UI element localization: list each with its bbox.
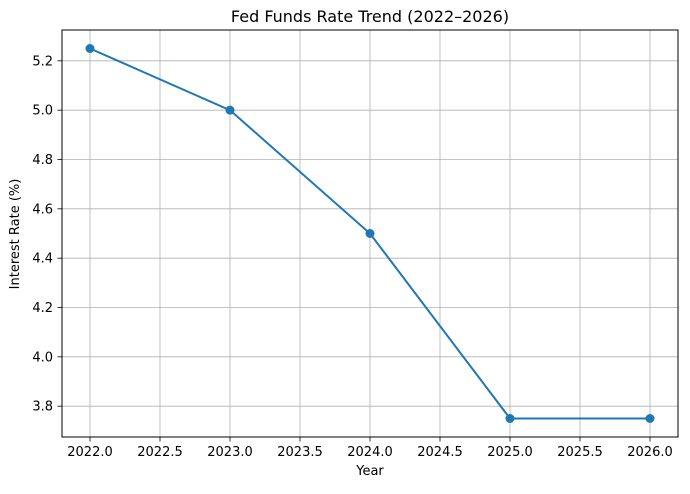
x-tick-label: 2024.0: [347, 445, 393, 460]
x-tick-label: 2023.0: [207, 445, 253, 460]
data-point-marker: [365, 229, 375, 238]
y-tick-label: 4.0: [32, 350, 53, 365]
y-tick-label: 4.6: [32, 202, 53, 217]
data-point-marker: [225, 105, 235, 115]
y-tick-label: 3.8: [32, 400, 53, 415]
x-tick-label: 2024.5: [417, 445, 463, 460]
x-tick-label: 2022.5: [137, 445, 183, 460]
y-tick-label: 4.8: [32, 153, 53, 168]
y-tick-label: 5.2: [32, 54, 53, 69]
data-point-marker: [645, 414, 655, 423]
x-tick-label: 2022.0: [67, 445, 113, 460]
y-tick-label: 4.2: [32, 301, 53, 316]
y-tick-label: 5.0: [32, 104, 53, 119]
x-axis-label: Year: [355, 464, 384, 479]
x-tick-label: 2025.5: [557, 445, 603, 460]
x-tick-label: 2026.0: [627, 445, 673, 460]
y-tick-label: 4.4: [32, 252, 53, 267]
plot-border: [61, 29, 679, 438]
x-tick-label: 2023.5: [277, 445, 323, 460]
data-series-layer: [85, 44, 655, 423]
gridlines-layer: [62, 30, 678, 437]
data-point-marker: [85, 44, 95, 53]
data-point-marker: [505, 414, 515, 423]
chart-title: Fed Funds Rate Trend (2022–2026): [231, 7, 509, 26]
axis-ticks-layer: 2022.0 2022.5 2023.0 2023.5 2024.0 2024.5 2025…: [32, 54, 672, 460]
x-tick-label: 2025.0: [487, 445, 533, 460]
y-axis-label: Interest Rate (%): [8, 179, 23, 290]
